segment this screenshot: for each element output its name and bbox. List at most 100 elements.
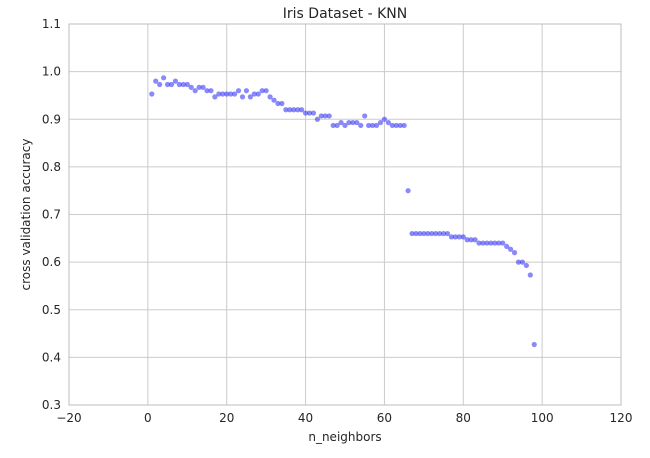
data-point (208, 88, 214, 94)
data-point (358, 122, 364, 129)
data-point (413, 230, 419, 237)
data-point (255, 91, 261, 97)
data-point (342, 122, 348, 129)
data-point (377, 119, 384, 126)
data-point (291, 107, 297, 113)
data-point (338, 119, 344, 126)
data-point (287, 107, 293, 113)
data-point (314, 116, 320, 122)
data-point (232, 91, 238, 97)
x-tick-label: 60 (377, 411, 392, 425)
data-point (346, 119, 352, 126)
data-point (149, 91, 155, 97)
data-point (362, 113, 368, 119)
data-point (381, 116, 388, 122)
data-point (492, 240, 498, 246)
data-point (370, 122, 376, 129)
data-point (176, 81, 182, 88)
data-point (401, 122, 407, 129)
data-point (200, 84, 206, 90)
data-point (350, 119, 356, 126)
data-point (504, 243, 510, 250)
data-point (527, 272, 533, 278)
data-point (318, 113, 324, 119)
data-point (330, 122, 336, 129)
data-point (389, 122, 395, 129)
data-point (531, 341, 537, 348)
x-tick-label: 40 (298, 411, 313, 425)
data-point (196, 84, 202, 90)
data-point (172, 78, 179, 84)
data-point (247, 94, 253, 100)
data-point (251, 91, 257, 97)
data-point (161, 75, 167, 81)
data-point (212, 94, 218, 100)
data-point (204, 88, 210, 94)
data-point (216, 91, 222, 97)
data-point (397, 122, 403, 129)
x-tick-label: 120 (610, 411, 633, 425)
y-tick-label: 0.3 (42, 398, 61, 412)
data-point (283, 107, 289, 113)
data-point (523, 262, 529, 269)
data-point (180, 81, 186, 88)
data-point (480, 240, 486, 246)
data-point (448, 234, 455, 240)
data-point (157, 81, 163, 88)
data-point (433, 230, 439, 237)
data-point (409, 230, 415, 237)
data-point (500, 240, 506, 246)
data-point (496, 240, 502, 246)
data-points (149, 75, 537, 348)
data-point (228, 91, 234, 97)
data-point (484, 240, 490, 246)
data-point (511, 250, 518, 256)
data-point (295, 107, 301, 113)
data-point (519, 259, 526, 265)
x-tick-label: 100 (531, 411, 554, 425)
y-tick-label: 1.0 (42, 65, 61, 79)
y-tick-label: 0.5 (42, 303, 61, 317)
data-point (168, 81, 175, 88)
data-point (440, 230, 447, 237)
x-tick-label: −20 (56, 411, 81, 425)
data-point (425, 230, 431, 237)
data-point (259, 88, 265, 94)
data-point (417, 230, 423, 237)
data-point (326, 113, 332, 119)
data-point (472, 237, 478, 243)
data-point (405, 188, 411, 194)
chart-title: Iris Dataset - KNN (283, 6, 407, 22)
y-tick-label: 0.9 (42, 112, 61, 126)
data-point (164, 81, 171, 88)
data-point (235, 88, 242, 94)
y-tick-label: 0.7 (42, 208, 61, 222)
data-point (393, 122, 399, 129)
data-point (224, 91, 230, 97)
data-point (464, 237, 470, 243)
data-point (437, 230, 443, 237)
data-point (153, 78, 159, 84)
data-point (267, 94, 273, 100)
data-point (220, 91, 226, 97)
data-point (476, 240, 482, 246)
y-tick-labels: 0.3 0.4 0.5 0.6 0.7 0.8 0.9 1.0 1.1 (42, 17, 61, 412)
data-point (460, 234, 466, 240)
data-point (279, 100, 285, 107)
data-point (263, 88, 269, 94)
x-tick-label: 20 (219, 411, 234, 425)
grid-lines (69, 24, 621, 405)
data-point (508, 246, 514, 252)
data-point (456, 234, 462, 240)
data-point (275, 100, 281, 107)
data-point (299, 107, 305, 113)
y-tick-label: 0.8 (42, 160, 61, 174)
x-tick-label: 80 (456, 411, 471, 425)
data-point (184, 81, 190, 88)
data-point (515, 259, 522, 265)
data-point (271, 97, 277, 103)
data-point (322, 113, 328, 119)
y-tick-label: 1.1 (42, 17, 61, 31)
plot-frame (68, 23, 622, 406)
